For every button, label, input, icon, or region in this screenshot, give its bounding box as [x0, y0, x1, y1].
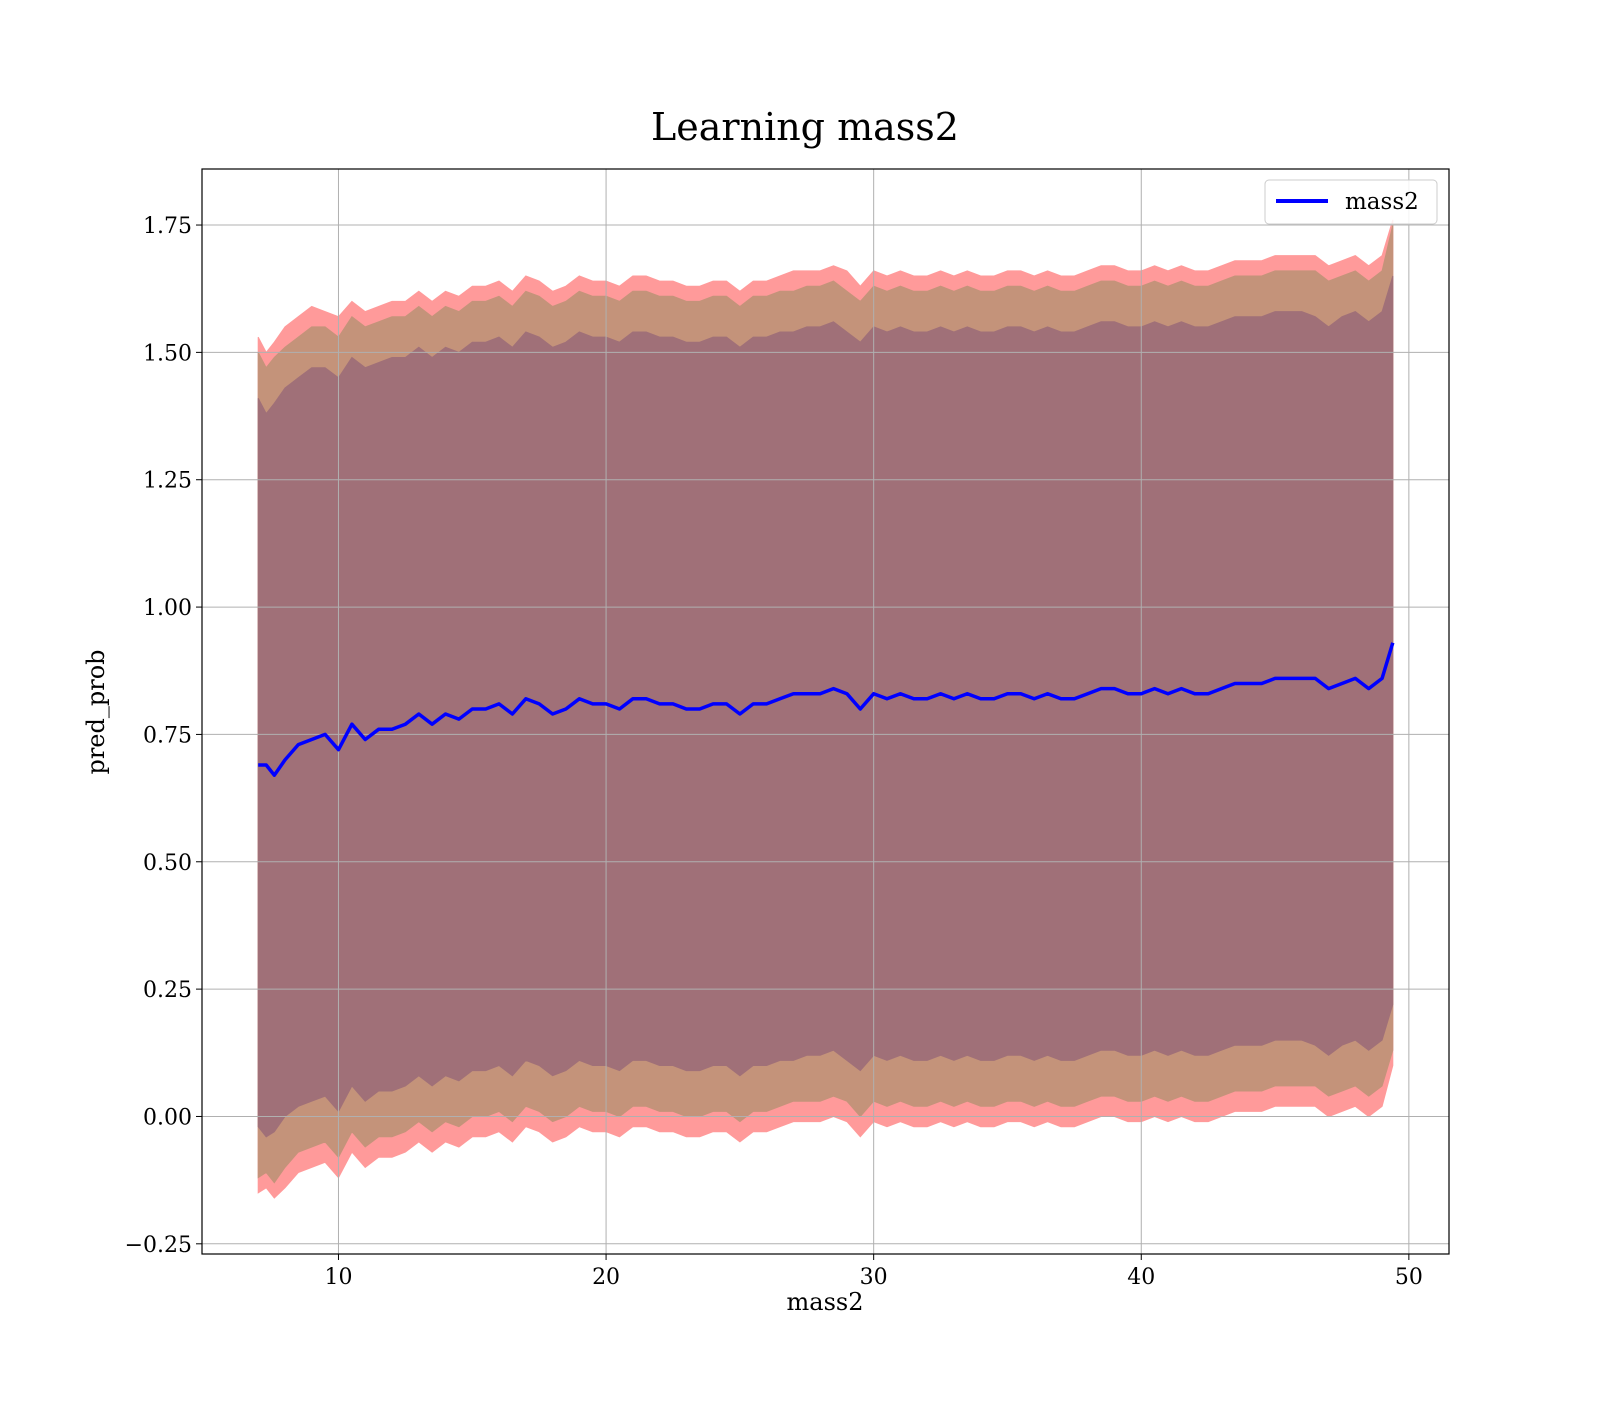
x-axis-ticks: 10 20 30 40 50 [324, 1254, 1423, 1290]
grid-lines [202, 169, 1449, 1254]
y-tick-label: 0.50 [143, 851, 192, 876]
x-tick-label: 10 [324, 1265, 352, 1290]
x-tick-label: 20 [592, 1265, 620, 1290]
y-tick-label: 1.00 [143, 596, 192, 621]
x-tick-label: 50 [1395, 1265, 1423, 1290]
y-tick-label: −0.25 [125, 1233, 192, 1258]
chart-title: Learning mass2 [651, 105, 959, 149]
x-tick-label: 30 [860, 1265, 888, 1290]
series-lines [258, 642, 1395, 777]
series-line-mass2 [258, 642, 1395, 777]
y-tick-label: 1.50 [143, 341, 192, 366]
confidence-bands [257, 219, 1394, 1199]
y-axis-ticks: −0.25 0.00 0.25 0.50 0.75 1.00 1.25 1.50 1.75 [125, 214, 202, 1258]
y-tick-label: 1.75 [143, 214, 192, 239]
y-tick-label: 0.75 [143, 723, 192, 748]
legend-box [1264, 179, 1438, 225]
y-axis-label: pred_prob [82, 649, 110, 774]
plot-frame [201, 168, 1450, 1255]
x-tick-label: 40 [1127, 1265, 1155, 1290]
y-tick-label: 0.25 [143, 978, 192, 1003]
legend: mass2 [1264, 179, 1438, 225]
y-tick-label: 1.25 [143, 469, 192, 494]
x-axis-label: mass2 [787, 1288, 864, 1316]
y-tick-label: 0.00 [143, 1105, 192, 1130]
band-inner [257, 275, 1394, 1138]
legend-label-mass2: mass2 [1345, 189, 1419, 215]
